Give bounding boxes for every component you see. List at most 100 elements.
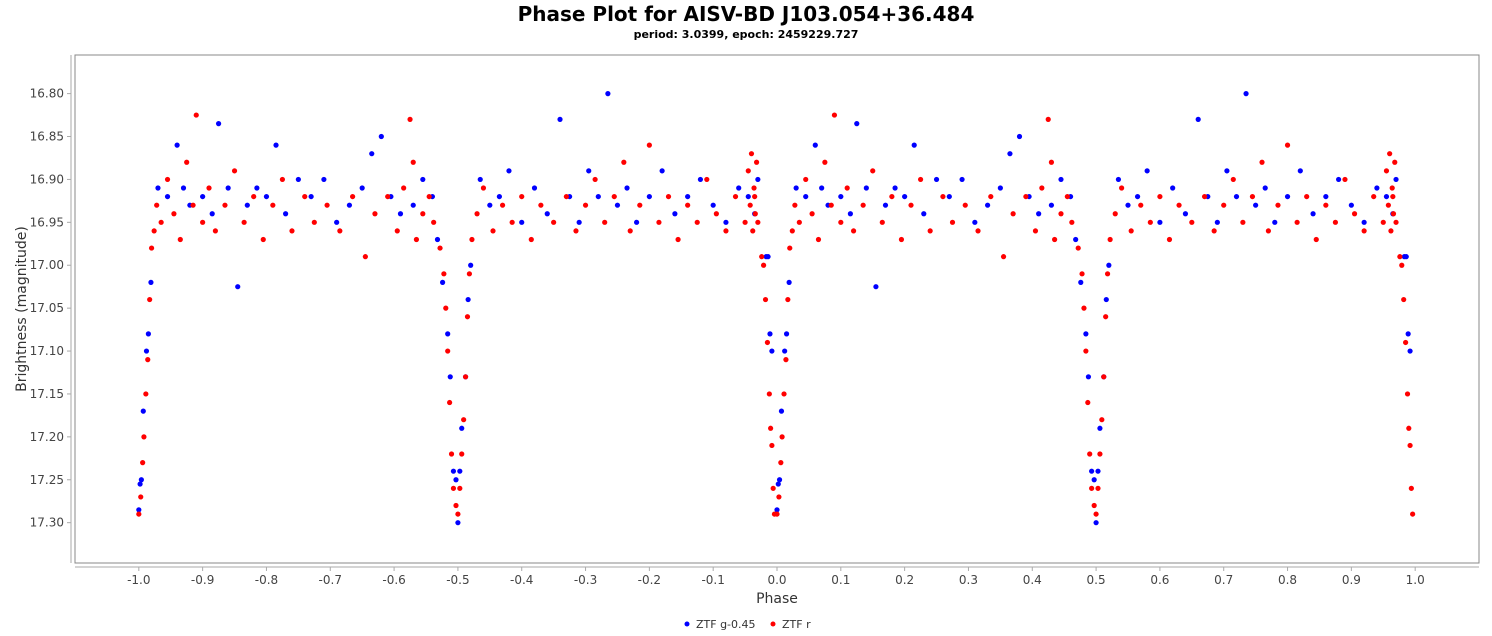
legend-marker-g bbox=[684, 621, 690, 627]
data-point bbox=[401, 185, 407, 191]
data-point bbox=[787, 245, 793, 251]
legend-marker-r bbox=[770, 621, 776, 627]
data-point bbox=[646, 193, 652, 200]
data-point bbox=[1262, 185, 1268, 191]
data-point bbox=[140, 460, 146, 466]
data-point bbox=[844, 185, 850, 191]
legend: ZTF g-0.45 ZTF r bbox=[684, 618, 811, 631]
data-point bbox=[959, 176, 965, 183]
data-point bbox=[828, 202, 834, 208]
data-point bbox=[462, 374, 469, 380]
data-point bbox=[1351, 211, 1358, 217]
data-point bbox=[1075, 245, 1081, 251]
x-tick-label: 0.2 bbox=[895, 573, 914, 587]
data-point bbox=[1081, 305, 1087, 311]
data-point bbox=[151, 228, 157, 234]
data-point bbox=[1380, 219, 1386, 225]
x-tick-label: 0.3 bbox=[959, 573, 978, 587]
data-point bbox=[1408, 485, 1414, 491]
data-point bbox=[200, 219, 206, 225]
data-point bbox=[860, 202, 866, 208]
data-point bbox=[509, 219, 515, 225]
data-point bbox=[283, 211, 289, 217]
data-point bbox=[1249, 193, 1256, 200]
data-point bbox=[838, 219, 844, 225]
data-point bbox=[394, 228, 400, 234]
data-point bbox=[171, 211, 177, 217]
data-point bbox=[769, 442, 775, 449]
data-point bbox=[1103, 296, 1109, 303]
data-point bbox=[1393, 219, 1399, 225]
data-point bbox=[200, 193, 206, 200]
data-point bbox=[455, 511, 461, 517]
data-point bbox=[789, 228, 795, 234]
data-point bbox=[324, 202, 330, 208]
data-point bbox=[145, 331, 151, 337]
data-point bbox=[448, 451, 455, 457]
data-point bbox=[1214, 219, 1220, 225]
data-point bbox=[385, 193, 391, 200]
x-tick-label: 0.7 bbox=[1214, 573, 1233, 587]
data-point bbox=[831, 112, 838, 118]
data-point bbox=[783, 331, 790, 337]
data-point bbox=[911, 142, 917, 148]
data-point bbox=[605, 91, 611, 97]
data-point bbox=[748, 151, 755, 157]
data-point bbox=[551, 219, 557, 225]
data-point bbox=[889, 193, 895, 200]
data-point bbox=[1032, 228, 1039, 234]
data-point bbox=[697, 176, 704, 183]
data-point bbox=[184, 159, 190, 165]
data-point bbox=[455, 520, 461, 526]
data-point bbox=[1079, 271, 1085, 277]
data-point bbox=[778, 460, 784, 466]
data-point bbox=[466, 271, 472, 277]
data-point bbox=[1176, 202, 1182, 208]
data-point bbox=[1093, 511, 1099, 517]
data-point bbox=[766, 391, 772, 397]
data-point bbox=[459, 425, 465, 431]
data-point bbox=[443, 305, 449, 311]
data-point bbox=[781, 391, 787, 397]
data-point bbox=[1332, 219, 1339, 225]
data-point bbox=[450, 485, 457, 491]
data-point bbox=[138, 494, 144, 500]
data-point bbox=[447, 399, 453, 406]
legend-label-g: ZTF g-0.45 bbox=[696, 618, 756, 631]
data-point bbox=[1224, 168, 1230, 174]
data-point bbox=[747, 202, 753, 208]
data-point bbox=[1048, 202, 1055, 208]
data-point bbox=[1099, 417, 1105, 423]
data-point bbox=[1115, 176, 1122, 183]
data-point bbox=[962, 202, 968, 208]
x-tick-label: -0.6 bbox=[382, 573, 405, 587]
data-point bbox=[1272, 219, 1278, 225]
data-point bbox=[850, 228, 857, 234]
data-point bbox=[1112, 211, 1118, 217]
data-point bbox=[164, 176, 171, 183]
data-point bbox=[1095, 468, 1101, 474]
data-point bbox=[908, 202, 914, 208]
data-point bbox=[499, 202, 506, 208]
data-point bbox=[469, 236, 475, 243]
data-point bbox=[1383, 168, 1390, 174]
x-tick-label: -0.3 bbox=[574, 573, 597, 587]
data-point bbox=[776, 477, 783, 483]
data-point bbox=[270, 202, 276, 208]
data-point bbox=[723, 219, 729, 225]
data-point bbox=[413, 236, 420, 243]
data-point bbox=[136, 511, 142, 517]
data-point bbox=[1073, 236, 1079, 243]
data-point bbox=[786, 279, 792, 285]
data-point bbox=[1170, 185, 1176, 191]
x-tick-label: -0.8 bbox=[255, 573, 278, 587]
data-point bbox=[1107, 236, 1113, 243]
data-point bbox=[164, 193, 171, 200]
data-point bbox=[1085, 374, 1092, 380]
data-point bbox=[812, 142, 818, 148]
data-point bbox=[1221, 202, 1227, 208]
data-point bbox=[854, 121, 860, 127]
data-point bbox=[796, 219, 802, 225]
data-point bbox=[803, 193, 809, 200]
